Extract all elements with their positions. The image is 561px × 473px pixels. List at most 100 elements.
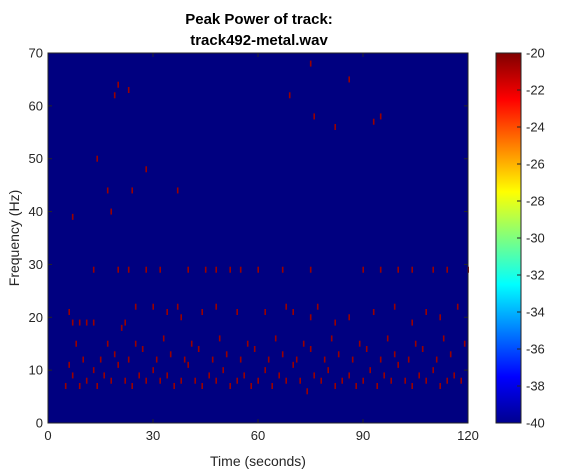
- peak-marker-17: [180, 377, 182, 384]
- x-axis-ticks: 0 30 60 90 120: [44, 53, 479, 443]
- peak-marker-40: [341, 377, 343, 384]
- peak-marker-29: [264, 367, 266, 374]
- peak-marker-139: [257, 266, 259, 273]
- peak-marker-140: [281, 266, 284, 273]
- peak-marker-121: [334, 319, 336, 326]
- peak-marker-0: [64, 383, 67, 389]
- peak-marker-41: [348, 372, 350, 379]
- peak-marker-38: [327, 367, 329, 374]
- peak-marker-142: [362, 266, 364, 273]
- peak-marker-109: [152, 303, 154, 310]
- peak-marker-43: [362, 377, 364, 384]
- peak-marker-163: [379, 113, 382, 120]
- peak-marker-12: [145, 377, 147, 384]
- colorbar-tick-label: -30: [526, 231, 545, 246]
- peak-marker-89: [162, 335, 165, 342]
- peak-marker-159: [288, 92, 291, 99]
- peak-marker-113: [201, 309, 203, 315]
- peak-marker-85: [449, 351, 452, 358]
- peak-marker-8: [117, 361, 119, 368]
- peak-marker-80: [379, 356, 382, 363]
- peak-marker-165: [309, 60, 312, 67]
- peak-marker-44: [369, 367, 371, 374]
- peak-marker-55: [446, 377, 448, 384]
- chart-title-line2: track492-metal.wav: [190, 32, 328, 49]
- peak-marker-110: [166, 309, 168, 315]
- peak-marker-14: [159, 377, 161, 384]
- peak-marker-22: [215, 377, 217, 384]
- peak-marker-83: [421, 346, 424, 352]
- peak-marker-125: [411, 319, 413, 326]
- peak-marker-116: [264, 309, 266, 315]
- peak-marker-130: [117, 266, 119, 273]
- peak-marker-120: [316, 303, 319, 310]
- x-tick-label: 60: [251, 428, 265, 443]
- peak-marker-93: [274, 335, 277, 342]
- peak-marker-101: [68, 309, 70, 315]
- peak-marker-87: [106, 340, 109, 347]
- colorbar-tick-label: -40: [526, 416, 545, 431]
- peak-marker-30: [271, 383, 273, 389]
- y-tick-label: 10: [29, 363, 43, 378]
- peak-marker-58: [68, 361, 70, 368]
- peak-marker-164: [348, 76, 350, 83]
- peak-marker-102: [71, 319, 74, 326]
- peak-marker-75: [309, 346, 312, 352]
- peak-marker-48: [397, 361, 399, 368]
- peak-marker-97: [386, 335, 389, 342]
- peak-marker-151: [106, 187, 109, 194]
- x-tick-label: 30: [146, 428, 160, 443]
- peak-marker-119: [309, 314, 312, 321]
- peak-marker-42: [355, 383, 357, 389]
- peak-marker-99: [442, 335, 445, 342]
- peak-marker-128: [456, 303, 459, 310]
- peak-marker-77: [337, 351, 340, 358]
- peak-marker-158: [113, 92, 116, 99]
- peak-marker-155: [145, 166, 147, 173]
- peak-marker-36: [313, 372, 315, 379]
- peak-marker-124: [393, 303, 396, 310]
- peak-marker-132: [145, 266, 147, 273]
- peak-marker-160: [313, 113, 315, 120]
- peak-marker-69: [225, 351, 228, 358]
- peak-marker-86: [75, 340, 77, 347]
- peak-marker-162: [372, 118, 375, 125]
- peak-marker-153: [176, 187, 179, 194]
- peak-marker-123: [372, 309, 375, 315]
- peak-marker-122: [348, 314, 350, 321]
- peak-marker-25: [236, 377, 238, 384]
- peak-marker-46: [383, 372, 385, 379]
- peak-marker-100: [463, 340, 466, 347]
- peak-marker-66: [183, 356, 186, 363]
- peak-marker-126: [425, 309, 427, 315]
- peak-marker-161: [334, 124, 336, 130]
- peak-marker-50: [411, 383, 413, 389]
- peak-marker-138: [239, 266, 242, 273]
- peak-marker-45: [376, 383, 378, 389]
- colorbar-tick-label: -32: [526, 268, 545, 283]
- colorbar-ticks: -20 -22 -24 -26 -28 -30 -32 -34 -36 -38 -40: [517, 46, 545, 431]
- peak-marker-9: [124, 377, 126, 384]
- peak-marker-68: [211, 356, 214, 363]
- peak-marker-135: [204, 266, 207, 273]
- colorbar-tick-label: -34: [526, 305, 545, 320]
- peak-marker-71: [253, 346, 256, 352]
- y-tick-label: 40: [29, 204, 43, 219]
- colorbar-gradient: [495, 52, 522, 424]
- y-tick-label: 70: [29, 46, 43, 61]
- peak-marker-103: [78, 319, 81, 326]
- peak-marker-106: [120, 324, 123, 331]
- peak-marker-72: [267, 356, 270, 363]
- peak-marker-131: [127, 266, 130, 273]
- y-tick-label: 20: [29, 310, 43, 325]
- peak-marker-118: [292, 309, 294, 315]
- peak-marker-144: [397, 266, 399, 273]
- peak-marker-82: [407, 356, 410, 363]
- x-tick-label: 90: [356, 428, 370, 443]
- peak-marker-104: [85, 319, 88, 326]
- peak-marker-51: [418, 372, 420, 379]
- peak-marker-152: [131, 187, 133, 194]
- y-tick-label: 60: [29, 98, 43, 113]
- peak-marker-6: [103, 372, 105, 379]
